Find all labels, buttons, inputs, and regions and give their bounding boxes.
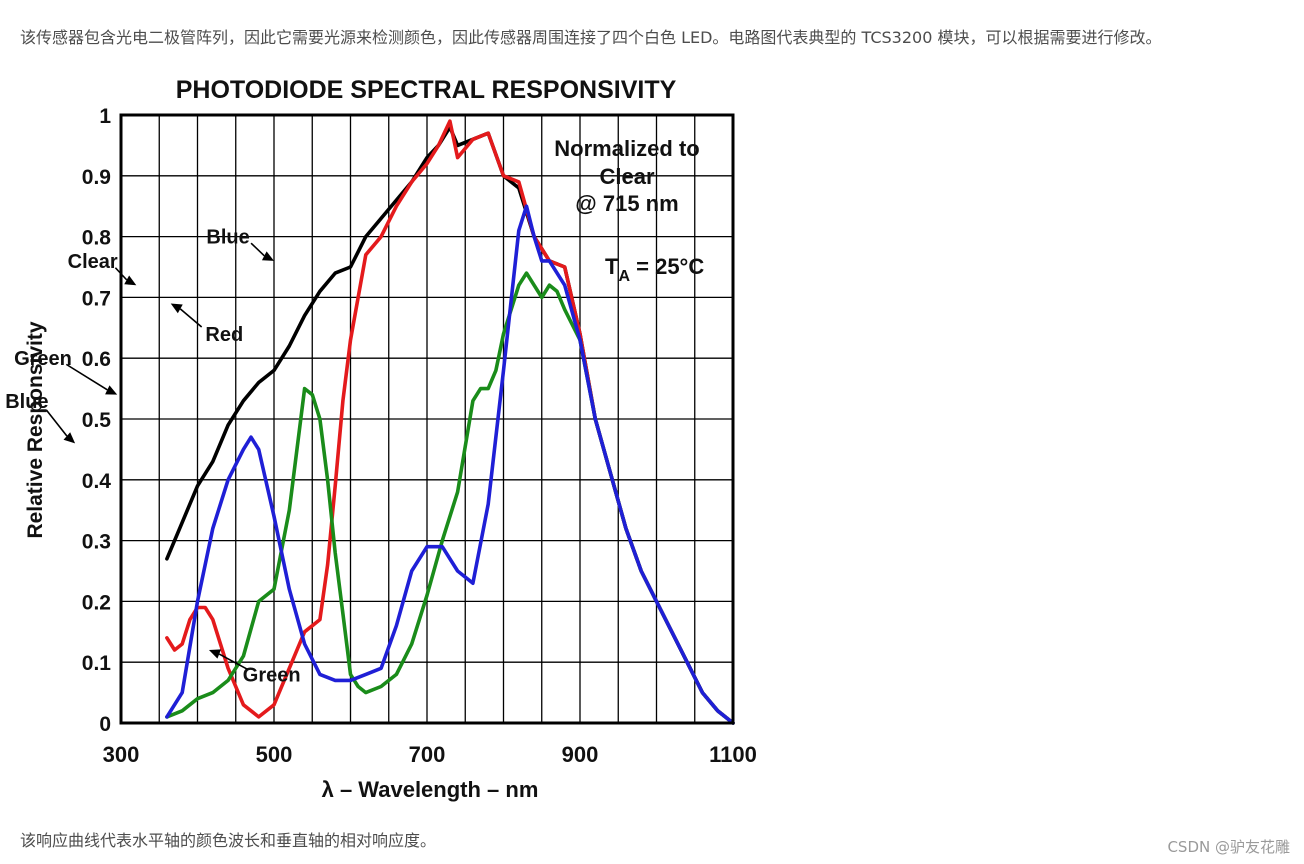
spectral-responsivity-chart: PHOTODIODE SPECTRAL RESPONSIVITY 300 500 7… xyxy=(5,76,757,802)
label-arrow-head xyxy=(105,385,118,395)
x-tick-label: 500 xyxy=(256,742,293,767)
label-arrow-line xyxy=(179,308,203,328)
x-tick-label: 1100 xyxy=(709,742,757,767)
plot-border xyxy=(119,113,735,725)
y-tick-label: 0.5 xyxy=(82,409,112,432)
series-label-green: Green xyxy=(14,348,72,370)
caption-paragraph: 该响应曲线代表水平轴的颜色波长和垂直轴的相对响应度。 xyxy=(20,831,437,850)
normalized-note-line2: Clear xyxy=(599,164,654,189)
y-tick-label: 0.3 xyxy=(82,531,111,554)
series-line-clear xyxy=(165,125,735,725)
label-arrow-head xyxy=(124,275,137,286)
y-tick-label: 1 xyxy=(99,105,111,128)
y-tick-label: 0.6 xyxy=(82,348,111,371)
y-tick-label: 0.7 xyxy=(82,287,111,310)
label-arrow-line xyxy=(65,363,108,391)
label-arrow-line xyxy=(45,409,68,437)
watermark: CSDN @驴友花雕 xyxy=(1167,838,1290,856)
temperature-subscript: A xyxy=(618,268,630,285)
label-arrow-line xyxy=(250,242,265,257)
normalized-note-line1: Normalized to xyxy=(554,136,699,161)
x-tick-label: 700 xyxy=(409,742,446,767)
grid-lines xyxy=(121,115,733,723)
label-arrow-head xyxy=(170,303,183,314)
x-tick-label: 300 xyxy=(103,742,140,767)
series-labels: Clear Red Blue Green Green Blue xyxy=(5,227,300,687)
y-tick-label: 0.4 xyxy=(82,470,112,493)
intro-paragraph: 该传感器包含光电二极管阵列，因此它需要光源来检测颜色，因此传感器周围连接了四个白… xyxy=(20,28,1162,47)
label-arrow-line xyxy=(218,653,248,671)
series-line-blue xyxy=(165,204,735,725)
label-arrow-head xyxy=(208,649,222,659)
temperature-note: TA = 25°C xyxy=(605,254,704,285)
series-label-red: Red xyxy=(205,324,243,346)
chart-title: PHOTODIODE SPECTRAL RESPONSIVITY xyxy=(176,76,677,104)
y-tick-label: 0.9 xyxy=(82,166,111,189)
temperature-rest: = 25°C xyxy=(630,254,704,279)
y-tick-label: 0.8 xyxy=(82,227,112,250)
tick-labels: 300 500 700 900 1100 0 0.1 0.2 0.3 0.4 0.5 0.6 0.7 0.… xyxy=(82,105,757,767)
y-tick-label: 0 xyxy=(99,713,111,736)
x-tick-label: 900 xyxy=(562,742,599,767)
x-axis-label: λ – Wavelength – nm xyxy=(322,777,539,802)
y-tick-label: 0.1 xyxy=(82,652,112,675)
series-label-blue: Blue xyxy=(206,227,249,249)
series-label-clear: Clear xyxy=(68,251,118,273)
data-series xyxy=(165,119,735,725)
y-axis-label: Relative Responsivity xyxy=(24,321,47,538)
y-tick-label: 0.2 xyxy=(82,591,111,614)
label-arrow-head xyxy=(261,251,274,261)
temperature-main: T xyxy=(605,254,619,279)
label-arrow-head xyxy=(63,432,76,444)
series-label-green: Green xyxy=(243,664,301,686)
series-line-green xyxy=(165,271,735,725)
normalized-note-line3: @ 715 nm xyxy=(575,191,678,216)
series-label-blue: Blue xyxy=(5,391,48,413)
